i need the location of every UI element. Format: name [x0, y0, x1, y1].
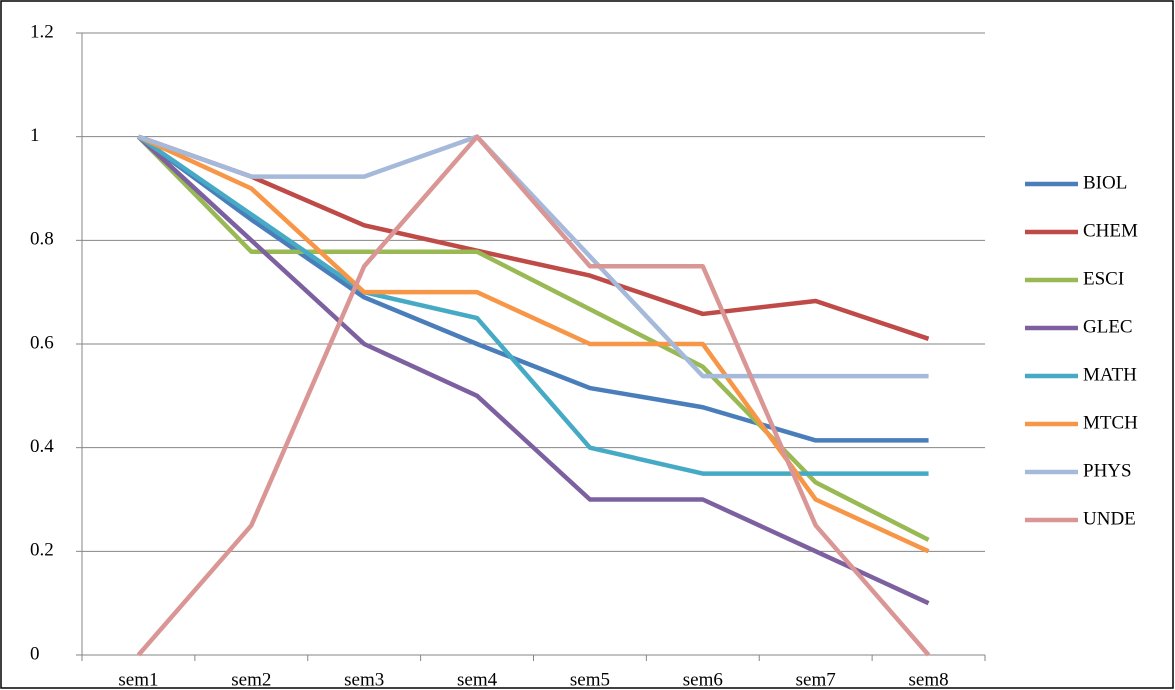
legend-label: CHEM [1083, 220, 1138, 241]
legend-label: UNDE [1083, 508, 1136, 529]
series-line [136, 134, 931, 657]
legend-label: MATH [1083, 364, 1137, 385]
legend-label: PHYS [1083, 460, 1132, 481]
x-tick-label: sem8 [909, 669, 949, 690]
series-line [137, 134, 930, 341]
x-tick-label: sem3 [344, 669, 384, 690]
y-tick-label: 1.2 [30, 21, 54, 42]
legend-label: GLEC [1083, 316, 1133, 337]
legend-label: BIOL [1083, 172, 1127, 193]
legend-label: MTCH [1083, 412, 1138, 433]
legend-label: ESCI [1083, 268, 1124, 289]
x-tick-label: sem6 [683, 669, 723, 690]
y-tick-label: 0.2 [30, 540, 54, 561]
y-tick-label: 0.8 [30, 229, 54, 250]
series-line [136, 135, 930, 542]
x-tick-label: sem2 [231, 669, 271, 690]
x-tick-label: sem5 [570, 669, 610, 690]
series-line [137, 134, 929, 443]
y-tick-label: 0.4 [30, 436, 54, 457]
y-tick-label: 1 [30, 125, 40, 146]
series-line [137, 134, 930, 554]
y-tick-label: 0.6 [30, 332, 54, 353]
x-tick-label: sem4 [457, 669, 498, 690]
series-line [136, 135, 930, 606]
y-tick-label: 0 [30, 643, 40, 664]
series-line [137, 134, 929, 379]
x-tick-label: sem1 [118, 669, 158, 690]
x-tick-label: sem7 [796, 669, 836, 690]
